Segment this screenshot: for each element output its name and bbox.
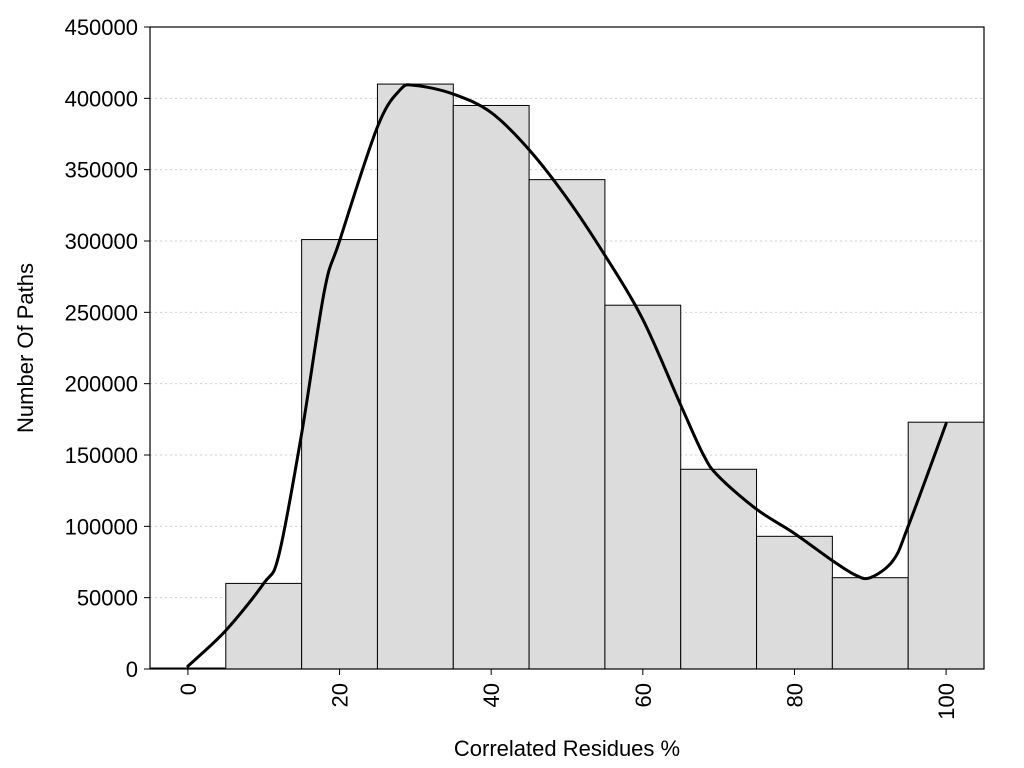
histogram-bar bbox=[452, 104, 530, 670]
trend-line bbox=[186, 83, 948, 668]
y-tick-label: 50000 bbox=[77, 586, 138, 611]
x-tick-label: 100 bbox=[934, 683, 959, 720]
y-axis-ticks: 0 50000 100000 150000 200000 250000 300000 3500… bbox=[65, 15, 150, 682]
histogram-bar bbox=[528, 179, 606, 670]
x-tick-label: 80 bbox=[782, 683, 807, 707]
plot-frame bbox=[149, 26, 985, 670]
y-tick-label: 100000 bbox=[65, 514, 138, 539]
histogram-bar bbox=[301, 239, 378, 670]
x-tick-label: 0 bbox=[176, 683, 201, 695]
x-tick-label: 40 bbox=[479, 683, 504, 707]
histogram-bar bbox=[831, 577, 909, 670]
y-tick-label: 0 bbox=[126, 657, 138, 682]
histogram-bar bbox=[604, 304, 682, 670]
y-tick-label: 300000 bbox=[65, 229, 138, 254]
x-axis-title: Correlated Residues % bbox=[454, 736, 680, 761]
histogram-bar bbox=[756, 535, 833, 670]
y-axis-title: Number Of Paths bbox=[13, 263, 38, 433]
histogram-bar bbox=[376, 83, 454, 670]
histogram-bar bbox=[225, 582, 303, 670]
y-tick-label: 450000 bbox=[65, 15, 138, 40]
x-tick-label: 60 bbox=[631, 683, 656, 707]
bars bbox=[149, 83, 985, 670]
y-tick-label: 150000 bbox=[65, 443, 138, 468]
y-tick-label: 250000 bbox=[65, 300, 138, 325]
x-tick-label: 20 bbox=[328, 683, 353, 707]
trend-curve bbox=[186, 83, 948, 668]
x-axis-ticks: 0 20 40 60 80 100 bbox=[176, 669, 959, 720]
y-tick-label: 350000 bbox=[65, 158, 138, 183]
y-tick-label: 200000 bbox=[65, 372, 138, 397]
histogram-bar bbox=[907, 421, 985, 670]
y-tick-label: 400000 bbox=[65, 86, 138, 111]
